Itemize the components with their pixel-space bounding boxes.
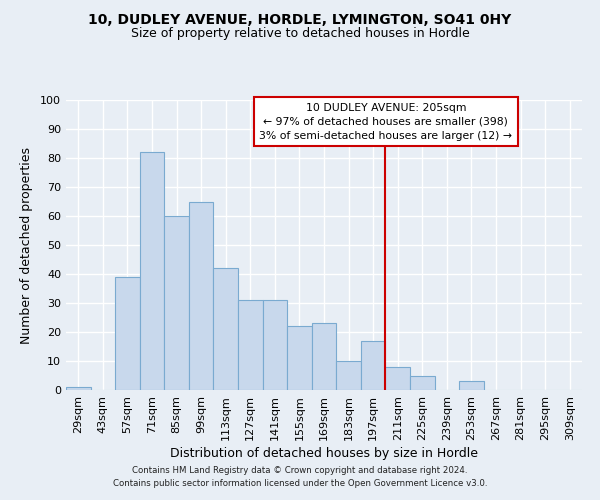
- Bar: [66, 387, 91, 390]
- Bar: [263, 300, 287, 390]
- Bar: [410, 376, 434, 390]
- Bar: [312, 324, 336, 390]
- Text: Contains HM Land Registry data © Crown copyright and database right 2024.
Contai: Contains HM Land Registry data © Crown c…: [113, 466, 487, 487]
- Bar: [164, 216, 189, 390]
- Text: 10 DUDLEY AVENUE: 205sqm
← 97% of detached houses are smaller (398)
3% of semi-d: 10 DUDLEY AVENUE: 205sqm ← 97% of detach…: [259, 103, 512, 141]
- Bar: [287, 326, 312, 390]
- X-axis label: Distribution of detached houses by size in Hordle: Distribution of detached houses by size …: [170, 447, 478, 460]
- Bar: [189, 202, 214, 390]
- Text: Size of property relative to detached houses in Hordle: Size of property relative to detached ho…: [131, 28, 469, 40]
- Bar: [385, 367, 410, 390]
- Text: 10, DUDLEY AVENUE, HORDLE, LYMINGTON, SO41 0HY: 10, DUDLEY AVENUE, HORDLE, LYMINGTON, SO…: [88, 12, 512, 26]
- Bar: [214, 268, 238, 390]
- Bar: [361, 340, 385, 390]
- Bar: [115, 277, 140, 390]
- Bar: [336, 361, 361, 390]
- Y-axis label: Number of detached properties: Number of detached properties: [20, 146, 33, 344]
- Bar: [238, 300, 263, 390]
- Bar: [140, 152, 164, 390]
- Bar: [459, 382, 484, 390]
